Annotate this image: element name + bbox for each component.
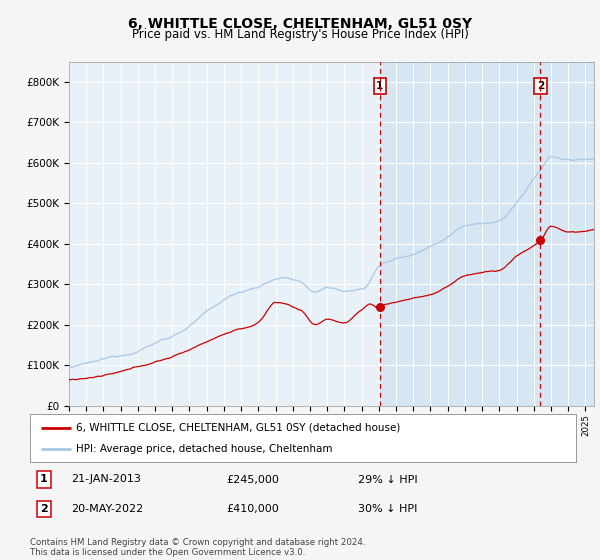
Text: 29% ↓ HPI: 29% ↓ HPI [358,474,417,484]
Text: £245,000: £245,000 [227,474,280,484]
Text: 2: 2 [40,504,47,514]
Text: 21-JAN-2013: 21-JAN-2013 [71,474,141,484]
Text: 6, WHITTLE CLOSE, CHELTENHAM, GL51 0SY (detached house): 6, WHITTLE CLOSE, CHELTENHAM, GL51 0SY (… [76,423,401,433]
Text: HPI: Average price, detached house, Cheltenham: HPI: Average price, detached house, Chel… [76,444,333,454]
Text: 2: 2 [536,81,544,91]
Text: 1: 1 [376,81,383,91]
Text: 30% ↓ HPI: 30% ↓ HPI [358,504,417,514]
Text: 6, WHITTLE CLOSE, CHELTENHAM, GL51 0SY: 6, WHITTLE CLOSE, CHELTENHAM, GL51 0SY [128,17,472,31]
Text: Price paid vs. HM Land Registry's House Price Index (HPI): Price paid vs. HM Land Registry's House … [131,28,469,41]
Text: Contains HM Land Registry data © Crown copyright and database right 2024.
This d: Contains HM Land Registry data © Crown c… [30,538,365,557]
Bar [380,62,600,406]
Text: 20-MAY-2022: 20-MAY-2022 [71,504,143,514]
Text: 1: 1 [40,474,47,484]
Text: £410,000: £410,000 [227,504,280,514]
